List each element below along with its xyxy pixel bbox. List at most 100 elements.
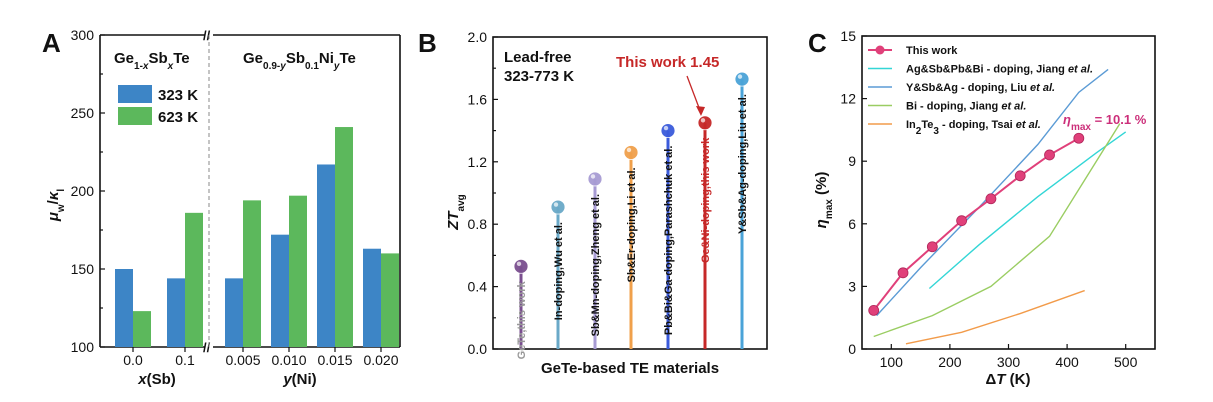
lollipop-head bbox=[587, 171, 603, 187]
legend-swatch bbox=[118, 107, 152, 125]
bar-623k bbox=[381, 253, 399, 347]
y-tick-label: 3 bbox=[848, 278, 856, 294]
y-tick-label: 0.4 bbox=[468, 279, 488, 295]
lollipop-highlight bbox=[626, 147, 632, 153]
y-axis-label: μw/κl bbox=[45, 189, 67, 223]
lollipop-head bbox=[513, 258, 529, 274]
x-tick-label: 0.020 bbox=[363, 352, 398, 368]
lollipop-highlight bbox=[700, 118, 706, 123]
data-point bbox=[956, 215, 968, 227]
x-axis-label: GeTe-based TE materials bbox=[541, 360, 719, 377]
bar-323k bbox=[225, 278, 243, 347]
y-tick-label: 0.0 bbox=[468, 341, 488, 357]
lollipop-highlight bbox=[516, 261, 522, 267]
legend-label: 323 K bbox=[158, 87, 198, 104]
x-axis-label-sb: x(Sb) bbox=[137, 371, 176, 388]
bar-623k bbox=[289, 195, 307, 347]
bar-623k bbox=[185, 212, 203, 347]
lollipop-highlight bbox=[737, 74, 743, 79]
bar-323k bbox=[363, 248, 381, 347]
legend-label: Bi - doping, Jiang et al. bbox=[906, 101, 1026, 113]
panel-a-label: A bbox=[42, 28, 61, 58]
x-tick-label: 0.0 bbox=[123, 352, 143, 368]
group-title-right: Ge0.9-ySb0.1NiyTe bbox=[243, 50, 356, 72]
panel-c-chart: 100 200 300 400 500 0 3 6 9 12 15 ηmax (%) ΔT (K) Thi… bbox=[813, 28, 1156, 388]
x-tick-label: 500 bbox=[1114, 354, 1138, 370]
legend-label: 623 K bbox=[158, 109, 198, 126]
y-tick-label: 1.2 bbox=[468, 154, 488, 170]
legend-label: Ag&Sb&Pb&Bi - doping, Jiang et al. bbox=[906, 64, 1093, 76]
data-point bbox=[926, 241, 938, 253]
x-tick-label: 300 bbox=[997, 354, 1021, 370]
lollipop-head bbox=[623, 145, 639, 160]
y-tick-label: 6 bbox=[848, 216, 856, 232]
y-axis-label: ηmax (%) bbox=[813, 172, 835, 229]
material-label: GeTe,this work bbox=[516, 280, 528, 359]
y-tick-label: 0.8 bbox=[468, 216, 488, 232]
x-tick-label: 0.015 bbox=[317, 352, 352, 368]
lollipop-highlight bbox=[663, 125, 669, 131]
legend-swatch bbox=[118, 85, 152, 103]
eta-max-annotation: ηmax = 10.1 % bbox=[1063, 112, 1147, 133]
y-tick-label: 15 bbox=[840, 28, 856, 44]
y-tick-label: 250 bbox=[71, 105, 95, 121]
series-line bbox=[873, 123, 1121, 338]
material-label: Sb&Mn-doping,Zheng et al. bbox=[590, 194, 602, 336]
x-tick-label: 200 bbox=[938, 354, 962, 370]
data-point bbox=[1073, 132, 1085, 144]
bar-623k bbox=[133, 311, 151, 347]
series-line-this-work bbox=[872, 137, 1080, 312]
lollipop-head bbox=[550, 199, 566, 215]
axis-break-mark-top: // bbox=[203, 28, 211, 43]
annotation-lead-free: Lead-free bbox=[504, 49, 572, 66]
group-title-left: Ge1-xSbxTe bbox=[114, 50, 190, 72]
x-axis-label: ΔT (K) bbox=[986, 371, 1031, 388]
highlight-label: This work 1.45 bbox=[616, 54, 719, 71]
highlight-arrowhead bbox=[696, 106, 705, 116]
bar-323k bbox=[271, 234, 289, 347]
bar-323k bbox=[167, 278, 185, 347]
y-tick-label: 200 bbox=[71, 183, 95, 199]
y-tick-label: 2.0 bbox=[468, 29, 488, 45]
annotation-temperature: 323-773 K bbox=[504, 68, 574, 85]
legend-label: This work bbox=[906, 45, 958, 57]
x-axis-label-ni: y(Ni) bbox=[282, 371, 316, 388]
material-label: Sb&Er-doping,Li et al. bbox=[626, 167, 638, 282]
legend-label: In2Te3 - doping, Tsai et al. bbox=[906, 119, 1041, 137]
material-label: In-doping,Wu et al. bbox=[553, 222, 565, 320]
data-point bbox=[897, 267, 909, 279]
x-tick-label: 400 bbox=[1055, 354, 1079, 370]
y-tick-label: 100 bbox=[71, 339, 95, 355]
series-line bbox=[876, 68, 1109, 317]
y-tick-label: 300 bbox=[71, 27, 95, 43]
material-label: Y&Sb&Ag-doping,Liu et al. bbox=[737, 94, 749, 234]
panel-a-chart: // // 100 150 200 250 300 μw/κl 0.0 0.1 0.005 0.010… bbox=[45, 27, 401, 388]
panel-b-chart: 0.0 0.4 0.8 1.2 1.6 2.0 ZTavg GeTe-based TE mat… bbox=[445, 29, 768, 377]
data-point bbox=[1044, 149, 1055, 161]
y-tick-label: 9 bbox=[848, 153, 856, 169]
x-tick-label: 100 bbox=[880, 354, 904, 370]
axis-break-mark: // bbox=[203, 340, 211, 355]
bar-323k bbox=[115, 269, 133, 347]
lollipop-head bbox=[697, 115, 713, 131]
data-point bbox=[1014, 170, 1026, 182]
bar-323k bbox=[317, 164, 335, 347]
lollipop-highlight bbox=[590, 174, 596, 179]
y-tick-label: 150 bbox=[71, 261, 95, 277]
material-label: Ge&Ni-doping,this work bbox=[700, 137, 712, 263]
legend-label: Y&Sb&Ag - doping, Liu et al. bbox=[906, 82, 1055, 94]
panel-b-label: B bbox=[418, 28, 437, 58]
lollipop-head bbox=[660, 123, 676, 139]
bar-623k bbox=[243, 200, 261, 347]
data-point bbox=[868, 304, 880, 316]
panel-c-label: C bbox=[808, 28, 827, 58]
data-point bbox=[985, 193, 997, 205]
bar-623k bbox=[335, 127, 353, 347]
y-axis-label: ZTavg bbox=[445, 194, 467, 231]
series-line bbox=[905, 289, 1085, 345]
lollipop-head bbox=[734, 71, 750, 87]
y-tick-label: 12 bbox=[840, 91, 856, 107]
material-label: Pb&Bi&Ga-doping,Parashchuk et al. bbox=[663, 146, 675, 335]
x-tick-label: 0.010 bbox=[271, 352, 306, 368]
